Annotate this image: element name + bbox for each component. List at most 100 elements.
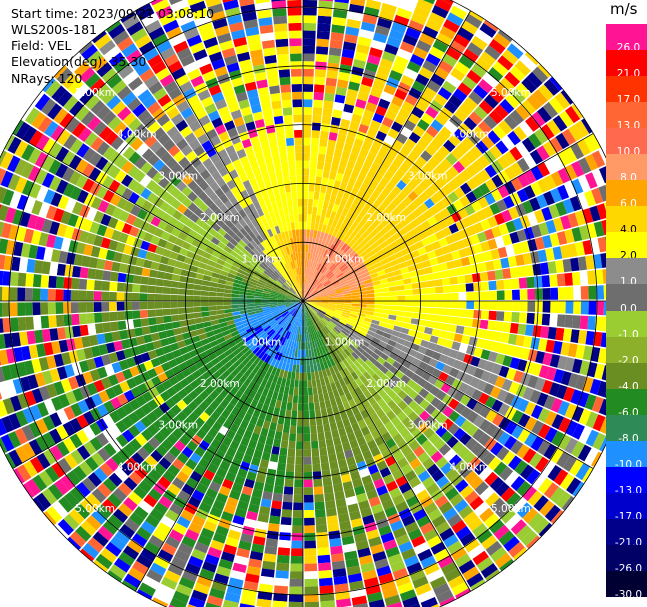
velocity-gate [201, 280, 211, 287]
velocity-gate [435, 308, 444, 315]
velocity-gate [300, 303, 303, 312]
velocity-gate [348, 415, 358, 425]
velocity-gate [605, 359, 606, 364]
velocity-gate [313, 324, 319, 332]
velocity-gate [327, 218, 334, 227]
velocity-gate [333, 247, 341, 256]
velocity-gate [48, 275, 57, 288]
velocity-gate [342, 285, 351, 291]
velocity-gate [389, 487, 402, 499]
velocity-gate [433, 321, 442, 330]
velocity-gate [320, 462, 330, 472]
velocity-gate [490, 546, 507, 563]
velocity-gate [177, 301, 186, 308]
velocity-gate [373, 510, 387, 522]
velocity-gate [256, 359, 264, 368]
velocity-gate [305, 298, 314, 301]
velocity-gate [316, 322, 322, 330]
velocity-gate [516, 188, 529, 203]
velocity-gate [330, 330, 338, 338]
velocity-gate [138, 500, 153, 514]
velocity-gate [326, 70, 339, 79]
velocity-gate [596, 203, 606, 220]
velocity-gate [273, 485, 284, 494]
velocity-gate [453, 258, 463, 268]
velocity-gate [326, 407, 334, 416]
velocity-gate [194, 541, 209, 554]
velocity-gate [289, 425, 297, 434]
velocity-gate [226, 352, 236, 361]
velocity-gate [328, 243, 335, 252]
velocity-gate [314, 84, 325, 93]
velocity-gate [41, 488, 58, 505]
velocity-gate [117, 448, 131, 462]
velocity-gate [292, 333, 296, 342]
velocity-gate [557, 301, 566, 314]
velocity-gate [435, 361, 446, 371]
velocity-gate [203, 433, 214, 445]
velocity-gate [294, 471, 303, 480]
velocity-gate [359, 304, 367, 308]
velocity-gate [342, 376, 351, 386]
velocity-gate [284, 363, 290, 372]
velocity-gate [360, 21, 376, 32]
velocity-gate [326, 445, 336, 455]
velocity-gate [380, 258, 390, 266]
velocity-gate [25, 273, 34, 287]
velocity-gate [410, 318, 420, 325]
velocity-gate [133, 506, 149, 520]
velocity-gate [295, 341, 299, 350]
velocity-gate [235, 400, 245, 410]
velocity-gate [271, 500, 282, 510]
velocity-gate [169, 597, 187, 607]
velocity-gate [422, 162, 435, 174]
velocity-gate [484, 94, 499, 109]
velocity-gate [177, 388, 188, 400]
velocity-gate [351, 298, 360, 301]
velocity-gate [350, 380, 359, 390]
velocity-gate [397, 48, 412, 61]
velocity-gate [153, 463, 167, 476]
velocity-gate [330, 264, 338, 272]
velocity-gate [225, 471, 237, 483]
velocity-gate [292, 364, 297, 373]
velocity-gate [418, 361, 429, 371]
velocity-gate [367, 196, 377, 206]
velocity-gate [289, 379, 295, 388]
velocity-gate [305, 301, 314, 303]
velocity-gate [310, 260, 314, 269]
velocity-gate [542, 301, 551, 313]
velocity-gate [370, 364, 379, 373]
velocity-gate [466, 365, 477, 376]
velocity-gate [329, 538, 342, 548]
velocity-gate [220, 511, 234, 522]
velocity-gate [254, 528, 267, 538]
velocity-gate [282, 393, 289, 403]
velocity-gate [412, 207, 423, 218]
velocity-gate [506, 492, 521, 508]
velocity-gate [149, 269, 158, 278]
velocity-gate [109, 410, 121, 424]
velocity-gate [530, 436, 544, 452]
velocity-gate [401, 232, 412, 242]
velocity-gate [312, 294, 321, 298]
velocity-gate [309, 341, 314, 350]
velocity-gate [454, 61, 470, 76]
velocity-gate [386, 379, 397, 390]
velocity-gate [141, 428, 154, 442]
velocity-gate [352, 196, 362, 206]
velocity-gate [365, 314, 374, 320]
velocity-gate [340, 243, 348, 251]
velocity-gate [331, 348, 338, 357]
velocity-gate [300, 303, 303, 312]
velocity-gate [599, 166, 606, 184]
velocity-gate [521, 137, 536, 153]
velocity-gate [198, 440, 210, 451]
velocity-gate [316, 424, 324, 434]
velocity-gate [397, 190, 408, 202]
velocity-gate [285, 471, 294, 480]
velocity-gate [315, 331, 320, 340]
velocity-gate [579, 271, 589, 285]
velocity-gate [299, 372, 303, 381]
velocity-gate [362, 221, 372, 231]
